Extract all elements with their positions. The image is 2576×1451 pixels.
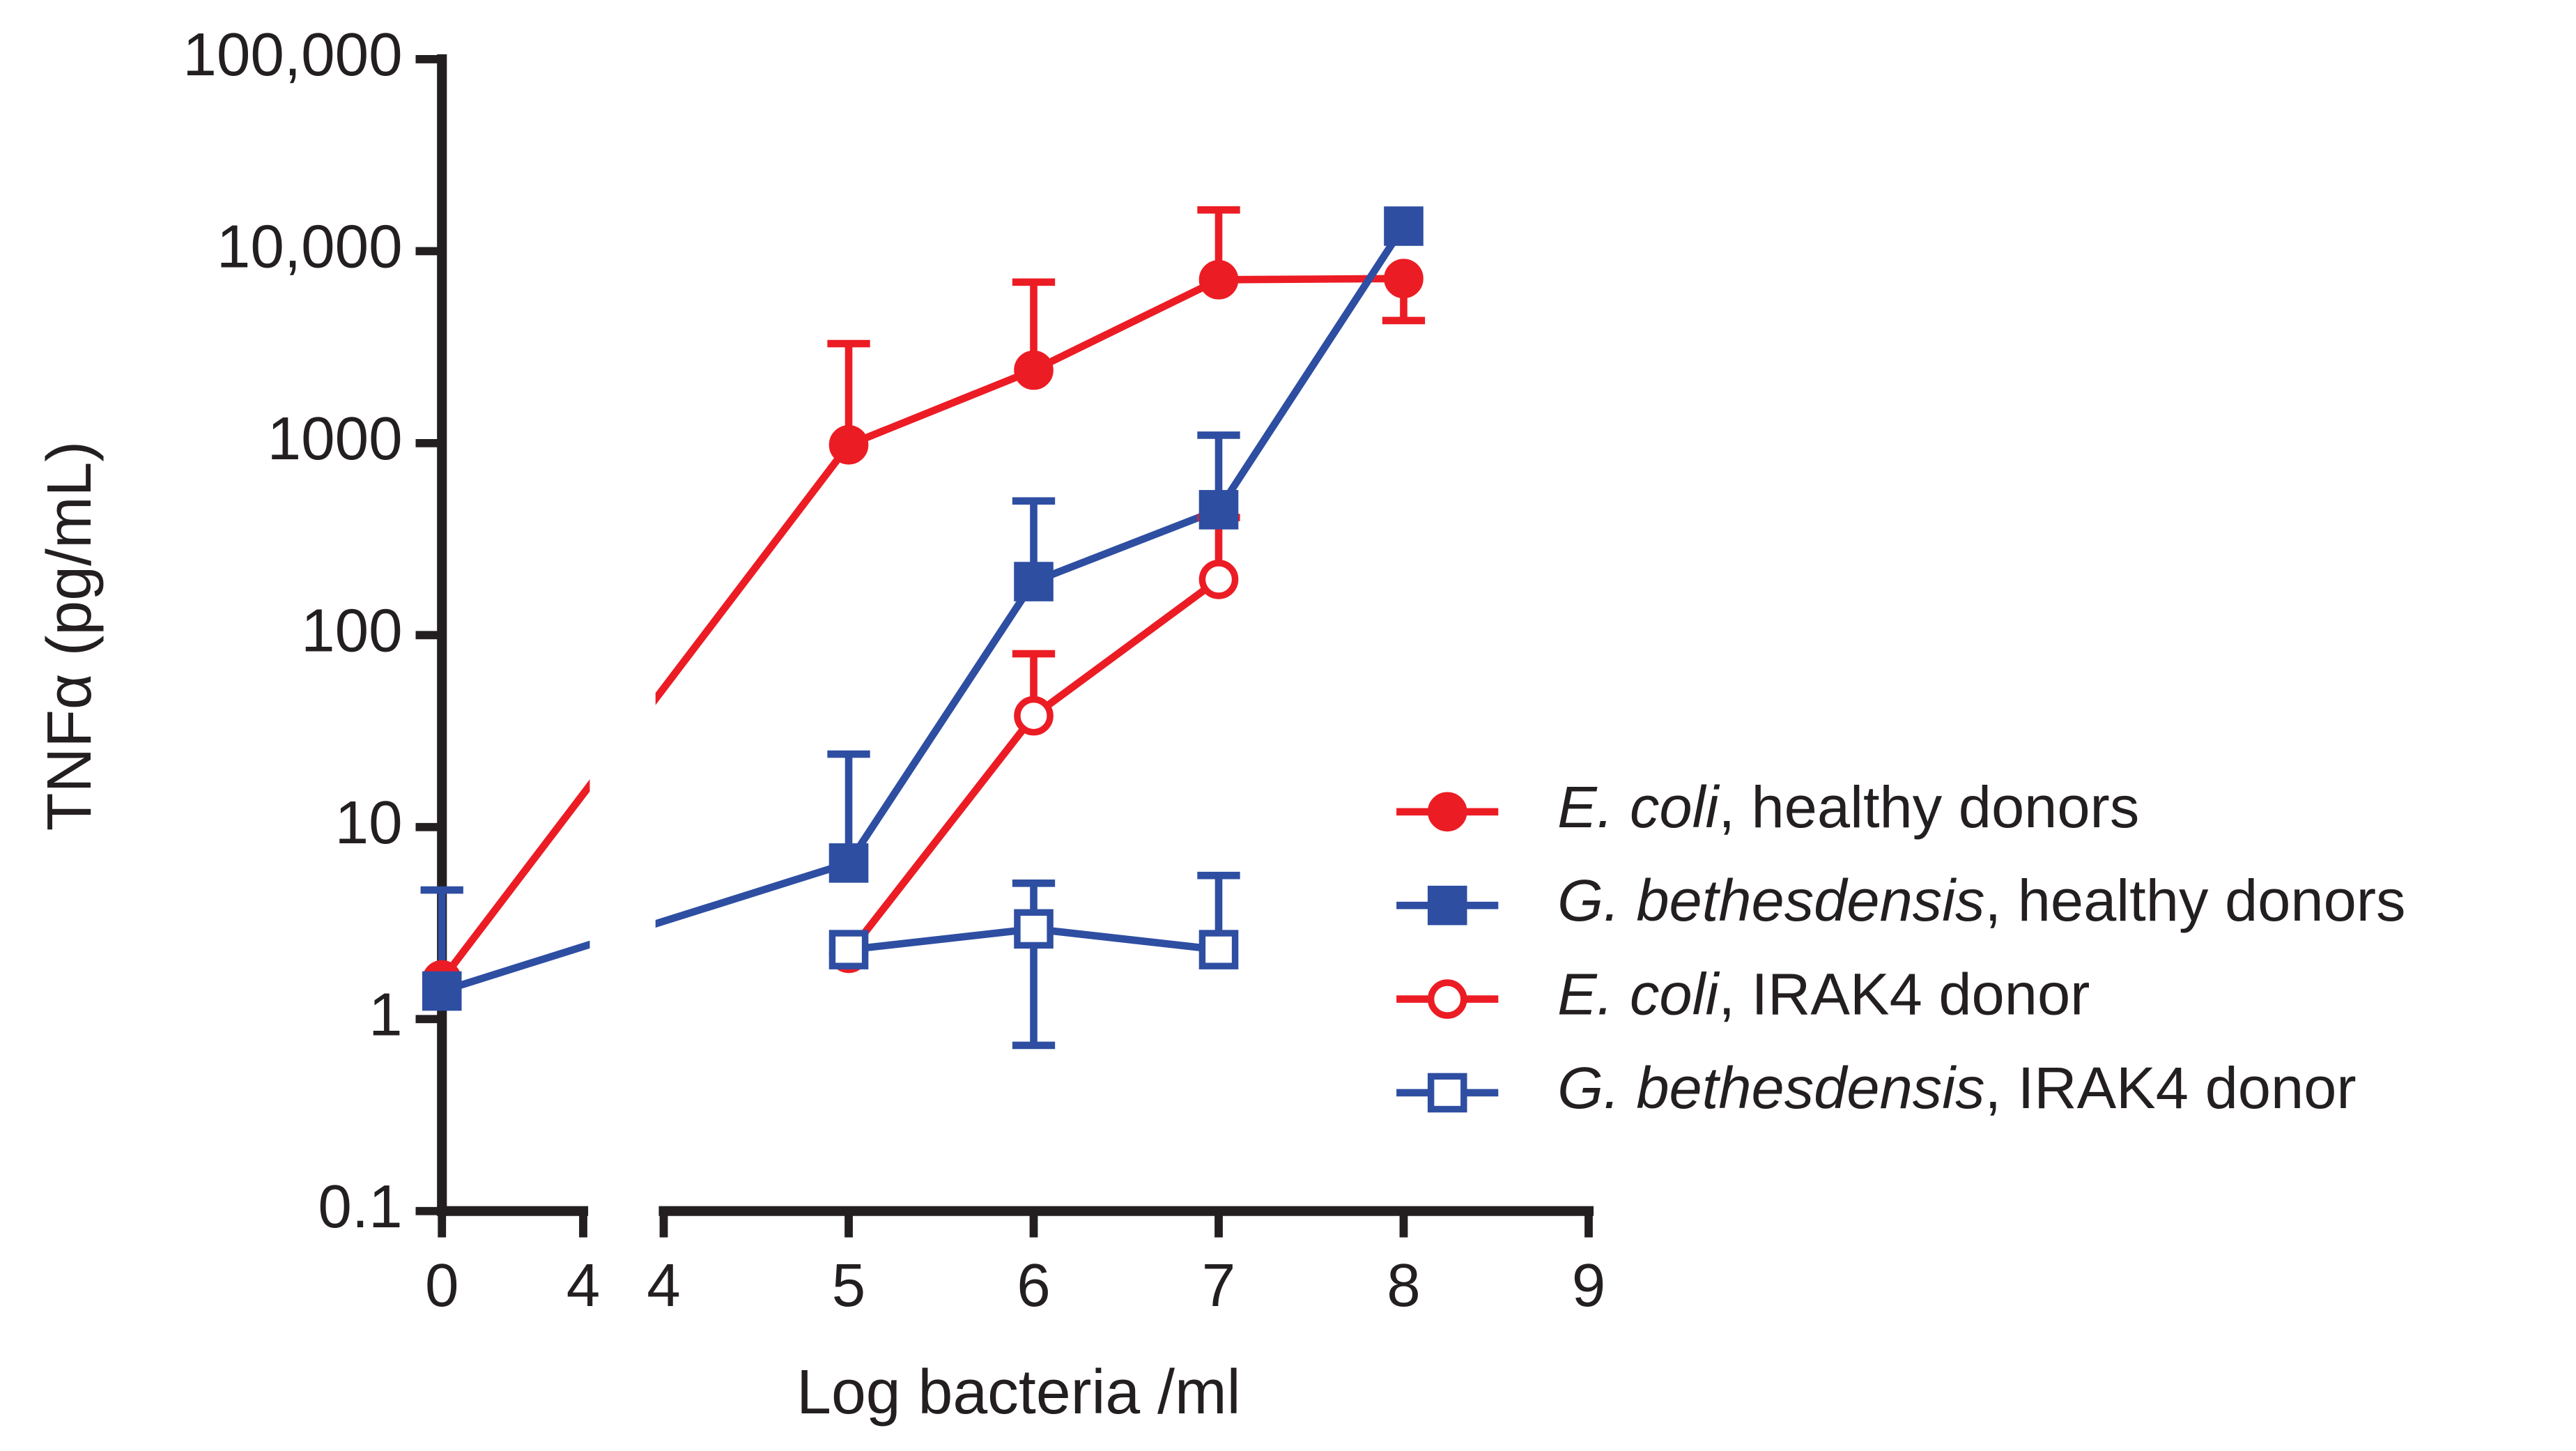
plot-area: [420, 51, 1426, 1197]
legend-label: E. coli, healthy donors: [1557, 774, 2139, 840]
y-tick-label: 100: [301, 597, 403, 664]
legend-rest: , healthy donors: [1985, 868, 2406, 934]
y-tick-label: 10,000: [217, 213, 403, 280]
legend-item: G. bethesdensis, IRAK4 donor: [1396, 1054, 2357, 1121]
marker: [1014, 696, 1054, 736]
x-tick-label: 6: [1017, 1252, 1051, 1319]
marker: [1384, 259, 1424, 298]
legend-rest: , IRAK4 donor: [1985, 1054, 2357, 1121]
axis-break: [589, 51, 656, 1197]
marker: [1014, 562, 1054, 601]
marker: [1198, 490, 1239, 530]
legend-rest: , IRAK4 donor: [1718, 961, 2090, 1027]
marker: [1014, 909, 1054, 949]
legend-italic: E. coli: [1557, 961, 1720, 1027]
x-axis-title: Log bacteria /ml: [796, 1357, 1240, 1427]
y-tick-label: 10: [335, 789, 403, 857]
x-tick-label: 8: [1387, 1252, 1421, 1319]
marker: [1198, 560, 1239, 599]
y-axis-title: TNFα (pg/mL): [34, 441, 104, 831]
marker: [422, 971, 462, 1011]
legend-italic: G. bethesdensis: [1557, 1054, 1984, 1121]
marker: [1198, 260, 1239, 300]
marker: [828, 424, 869, 465]
legend-item: E. coli, healthy donors: [1396, 774, 2139, 840]
marker: [1384, 206, 1424, 246]
legend-italic: E. coli: [1557, 774, 1720, 840]
legend-rest: , healthy donors: [1718, 774, 2139, 840]
marker: [1427, 792, 1467, 832]
marker: [1014, 350, 1054, 390]
marker: [1427, 885, 1467, 926]
x-tick-label: 4: [647, 1252, 681, 1319]
x-tick-label: 4: [566, 1252, 601, 1319]
x-tick-label: 5: [832, 1252, 866, 1319]
x-tick-label: 7: [1202, 1252, 1236, 1319]
legend-item: G. bethesdensis, healthy donors: [1396, 868, 2405, 934]
marker: [828, 930, 869, 969]
marker: [828, 843, 869, 883]
legend-label: G. bethesdensis, healthy donors: [1557, 868, 2405, 934]
marker: [1427, 1073, 1467, 1113]
legend-label: E. coli, IRAK4 donor: [1557, 961, 2090, 1027]
legend-label: G. bethesdensis, IRAK4 donor: [1557, 1054, 2356, 1121]
y-tick-label: 1: [369, 981, 403, 1048]
y-tick-label: 100,000: [183, 21, 402, 89]
y-tick-label: 0.1: [318, 1173, 402, 1241]
legend-italic: G. bethesdensis: [1557, 868, 1984, 934]
legend-item: E. coli, IRAK4 donor: [1396, 961, 2090, 1027]
x-tick-label: 9: [1572, 1252, 1606, 1319]
series-line: [439, 275, 1404, 983]
x-tick-label: 0: [425, 1252, 459, 1319]
y-tick-label: 1000: [268, 405, 403, 473]
series-line: [440, 224, 1407, 995]
marker: [1198, 930, 1239, 969]
marker: [1427, 979, 1467, 1019]
